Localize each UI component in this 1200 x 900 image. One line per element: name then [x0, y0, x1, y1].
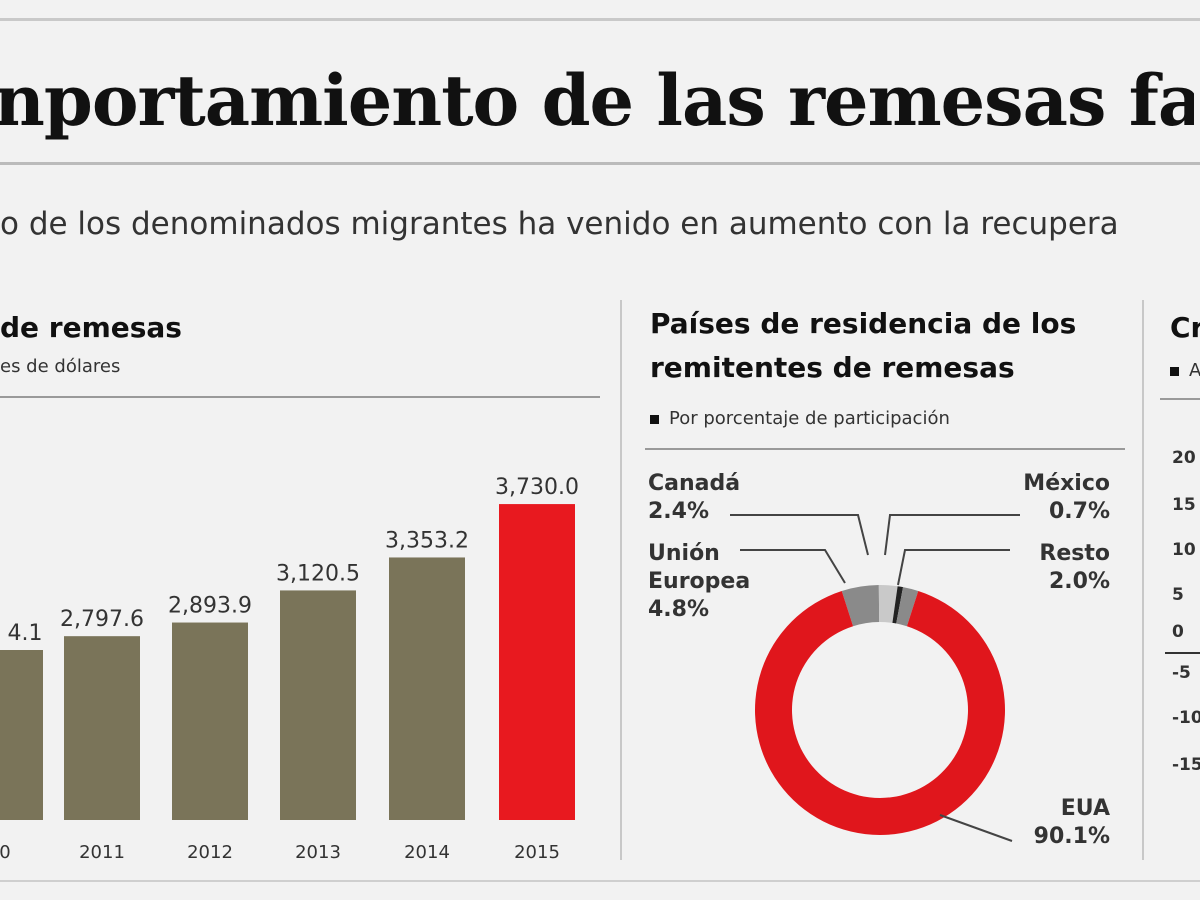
- bar-value-label: 2,893.9: [168, 594, 252, 619]
- slice-value-label: 2.4%: [648, 499, 709, 524]
- slice-value-label: 90.1%: [1034, 824, 1110, 849]
- pie-panel-title-line2: remitentes de remesas: [650, 351, 1015, 384]
- slice-name-label: Canadá: [648, 471, 740, 496]
- bar-2011: [64, 636, 140, 820]
- title-rule: [0, 162, 1200, 165]
- slice-canadá: [878, 585, 898, 623]
- page-subtitle: o de los denominados migrantes ha venido…: [0, 206, 1119, 242]
- bar-panel-rule: [0, 396, 600, 398]
- leader-line: [884, 514, 1020, 556]
- pie-panel-subtitle-text: Por porcentaje de participación: [669, 408, 950, 429]
- top-rule: [0, 18, 1200, 21]
- bar-panel-title: de remesas: [0, 311, 182, 344]
- bar-value-label: 3,120.5: [276, 561, 360, 586]
- bar-chart: 4.1 0 2,797.6 2011 2,893.9 2012 3,120.5 2013 3,3…: [0, 475, 579, 863]
- slice-resto: [896, 587, 919, 627]
- x-tick-label: 2014: [404, 842, 450, 863]
- right-panel-title: Cr: [1170, 311, 1200, 344]
- divider-left: [620, 300, 622, 860]
- bar-2014: [389, 557, 465, 820]
- right-panel-subtitle: A: [1170, 360, 1200, 381]
- bar-value-label: 2,797.6: [60, 607, 144, 632]
- slice-value-label: 4.8%: [648, 597, 709, 622]
- slice-value-label: 2.0%: [1049, 569, 1110, 594]
- slice-value-label: 0.7%: [1049, 499, 1110, 524]
- right-axis-tick: 5: [1172, 585, 1184, 605]
- slice-name-label: México: [1023, 471, 1110, 496]
- right-axis-tick: -5: [1172, 663, 1191, 683]
- page-title: nportamiento de las remesas famil: [0, 59, 1194, 142]
- leader-line: [939, 814, 1013, 842]
- bullet-icon: [650, 414, 659, 424]
- x-tick-label: 2012: [187, 842, 233, 863]
- right-zero-line: [1165, 652, 1200, 654]
- bar-panel-subtitle: es de dólares: [0, 356, 121, 377]
- bottom-rule: [0, 880, 1200, 882]
- x-tick-label: 0: [0, 842, 11, 863]
- bar-value-label: 4.1: [8, 621, 43, 646]
- bullet-icon: [1170, 366, 1179, 376]
- slice-name-label: EUA: [1061, 796, 1110, 821]
- bar-2012: [172, 622, 248, 820]
- x-tick-label: 2011: [79, 842, 125, 863]
- x-tick-label: 2015: [514, 842, 560, 863]
- pie-panel-subtitle: Por porcentaje de participación: [650, 408, 950, 429]
- slice-unión-europea: [841, 585, 880, 627]
- pie-panel-rule: [645, 448, 1125, 450]
- pie-chart: Canadá 2.4% Unión Europea 4.8% México 0.7% Rest…: [648, 471, 1110, 849]
- slice-name-label: Resto: [1039, 541, 1110, 566]
- slice-méxico: [892, 586, 904, 624]
- slice-eua: [755, 590, 1005, 835]
- slice-name-label: Unión: [648, 541, 720, 566]
- right-axis-tick: 15: [1172, 495, 1196, 515]
- right-panel-subtitle-text: A: [1189, 360, 1200, 381]
- right-axis-tick: 10: [1172, 540, 1196, 560]
- right-axis-tick: 0: [1172, 622, 1184, 642]
- right-axis-tick: -15: [1172, 755, 1200, 775]
- bar-value-label: 3,730.0: [495, 475, 579, 500]
- divider-right: [1142, 300, 1144, 860]
- right-axis-tick: -10: [1172, 708, 1200, 728]
- leader-line: [740, 549, 846, 584]
- x-tick-label: 2013: [295, 842, 341, 863]
- right-axis-tick: 20: [1172, 448, 1196, 468]
- bar-2015: [499, 504, 575, 820]
- leader-line: [897, 549, 1010, 586]
- right-panel-rule: [1160, 398, 1200, 400]
- bar-2013: [280, 590, 356, 820]
- bar-value-label: 3,353.2: [385, 528, 469, 553]
- pie-panel-title-line1: Países de residencia de los: [650, 307, 1077, 340]
- bar-0: [0, 650, 43, 820]
- leader-line: [730, 514, 869, 556]
- slice-name-label: Europea: [648, 569, 750, 594]
